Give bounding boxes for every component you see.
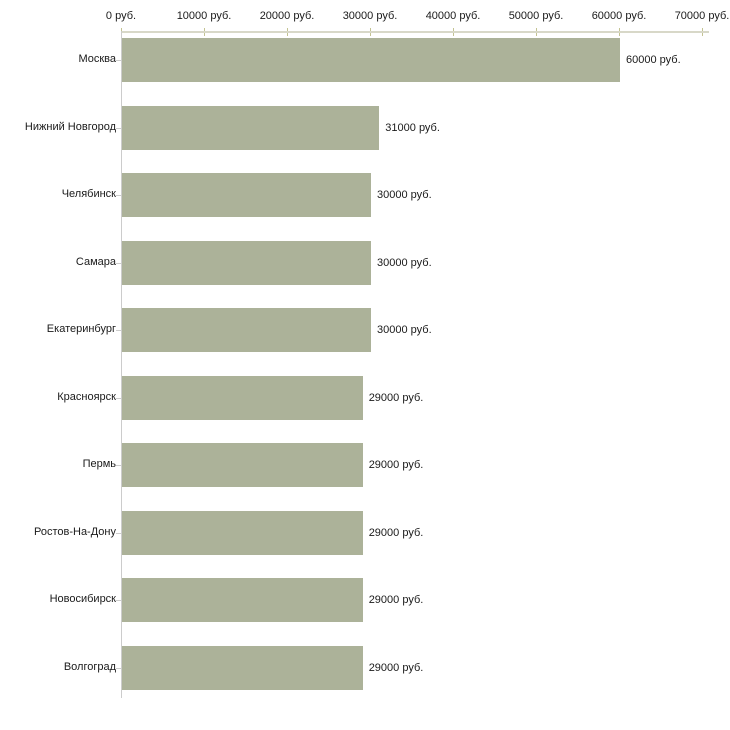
bar [122, 375, 363, 420]
category-tick-mark [116, 465, 121, 466]
category-label: Нижний Новгород [24, 120, 116, 133]
bar-value-label: 29000 руб. [368, 661, 424, 674]
bar-value-label: 31000 руб. [385, 121, 440, 134]
x-axis-tick-label: 50000 руб. [508, 10, 564, 22]
x-axis-tick-label: 30000 руб. [342, 10, 398, 22]
category-label: Ростов-На-Дону [33, 525, 116, 538]
x-axis-tick-label: 20000 руб. [259, 10, 315, 22]
category-label: Самара [75, 255, 116, 268]
x-axis-line [121, 31, 709, 33]
bar [122, 510, 363, 555]
category-tick-mark [116, 667, 121, 669]
bar [122, 38, 620, 82]
bar-value-label: 29000 руб. [368, 459, 424, 471]
bar-value-label: 29000 руб. [368, 594, 424, 606]
category-tick-mark [116, 600, 121, 601]
x-axis-tick-label: 10000 руб. [176, 10, 232, 22]
category-tick-mark [116, 127, 121, 129]
x-axis-tick-label: 70000 руб. [674, 10, 730, 22]
bar [122, 240, 371, 285]
y-axis-line [121, 31, 122, 698]
category-label: Москва [78, 53, 116, 65]
bar-value-label: 30000 руб. [377, 256, 432, 269]
bar-value-label: 29000 руб. [368, 526, 424, 539]
bar [122, 105, 380, 150]
category-tick-mark [116, 330, 121, 331]
category-tick-mark [116, 397, 121, 399]
bar [122, 308, 371, 352]
bar-value-label: 60000 руб. [626, 54, 681, 66]
bar-value-label: 29000 руб. [368, 391, 424, 404]
x-axis-tick-label: 40000 руб. [425, 10, 481, 22]
x-axis-tick-label: 60000 руб. [591, 10, 647, 22]
category-label: Красноярск [57, 390, 116, 403]
bar [122, 173, 371, 217]
x-axis-tick-label: 0 руб. [105, 10, 137, 22]
category-tick-mark [116, 532, 121, 534]
bar-value-label: 30000 руб. [377, 189, 432, 201]
bar [122, 578, 363, 622]
category-label: Екатеринбург [46, 323, 116, 335]
category-tick-mark [116, 195, 121, 196]
category-label: Волгоград [63, 660, 116, 673]
category-label: Челябинск [61, 188, 116, 200]
category-label: Пермь [82, 458, 116, 470]
bar [122, 645, 363, 690]
category-tick-mark [116, 60, 121, 61]
bar [122, 443, 363, 487]
bar-value-label: 30000 руб. [377, 324, 432, 336]
category-tick-mark [116, 262, 121, 264]
category-label: Новосибирск [49, 593, 116, 605]
